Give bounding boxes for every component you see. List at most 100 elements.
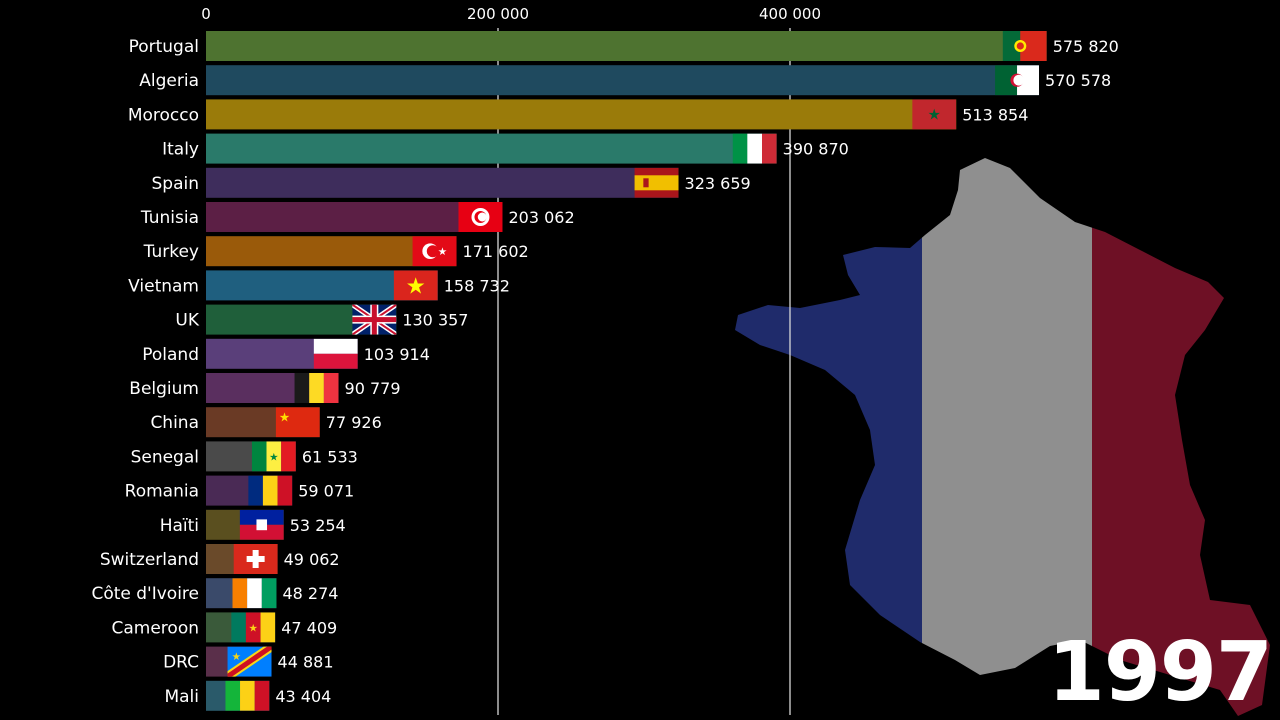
bar-category-label: Portugal <box>129 37 199 57</box>
svg-text:★: ★ <box>269 451 278 463</box>
flag-morocco-icon: ★ <box>912 99 957 130</box>
bar-row: Romania 59 071 <box>125 475 354 506</box>
bar-category-label: Mali <box>164 687 199 707</box>
svg-text:★: ★ <box>928 105 941 123</box>
bar-row: Switzerland 49 062 <box>100 544 340 574</box>
bar-row: UK 130 357 <box>175 304 468 335</box>
bar-value-label: 48 274 <box>282 584 338 603</box>
bar-row: Morocco ★ 513 854 <box>128 99 1028 130</box>
bar-category-label: UK <box>175 311 199 331</box>
bar-row: Senegal ★ 61 533 <box>131 441 358 472</box>
bar-row: Turkey ★ 171 602 <box>143 236 529 267</box>
bar-value-label: 61 533 <box>302 447 358 466</box>
bar-row: Côte d'Ivoire 48 274 <box>91 578 338 609</box>
bar-category-label: Italy <box>162 140 199 160</box>
bar-row: DRC ★ 44 881 <box>163 646 334 677</box>
bar-category-label: Algeria <box>139 71 199 91</box>
bar <box>206 133 777 164</box>
bar-row: Vietnam ★ 158 732 <box>128 270 510 301</box>
bar-value-label: 44 881 <box>278 653 334 672</box>
svg-text:★: ★ <box>438 246 447 258</box>
bar <box>206 167 679 198</box>
bar <box>206 65 1040 96</box>
bar <box>206 31 1047 61</box>
flag-uk-icon <box>352 304 397 335</box>
bar-value-label: 575 820 <box>1053 37 1119 56</box>
svg-text:★: ★ <box>406 273 426 299</box>
flag-senegal-icon: ★ <box>251 441 296 472</box>
bar-row: Belgium 90 779 <box>129 373 401 403</box>
svg-text:★: ★ <box>232 651 241 663</box>
bar-value-label: 103 914 <box>364 345 430 364</box>
bar-value-label: 130 357 <box>402 311 468 330</box>
flag-drc-icon: ★ <box>227 646 272 677</box>
flag-cote-divoire-icon <box>232 578 277 609</box>
flag-belgium-icon <box>294 373 339 403</box>
flag-tunisia-icon <box>458 202 503 232</box>
bar-value-label: 49 062 <box>284 550 340 569</box>
bar-value-label: 90 779 <box>345 379 401 398</box>
svg-text:★: ★ <box>279 410 290 425</box>
bar-row: Mali 43 404 <box>164 680 331 711</box>
bar-row: Haïti 53 254 <box>160 509 346 540</box>
bar-category-label: DRC <box>163 653 199 673</box>
flag-switzerland-icon <box>233 544 278 574</box>
x-tick-label: 200 000 <box>467 5 529 23</box>
bar-row: China ★ 77 926 <box>150 407 382 438</box>
grid-lines <box>497 28 791 715</box>
bar-value-label: 158 732 <box>444 276 510 295</box>
bar-category-label: Belgium <box>129 379 199 399</box>
bar-value-label: 203 062 <box>508 208 574 227</box>
x-tick-label: 0 <box>201 5 211 23</box>
bar-row: Algeria 570 578 <box>139 65 1111 96</box>
bar-row: Poland 103 914 <box>142 338 430 369</box>
bar-category-label: Romania <box>125 482 199 502</box>
svg-text:★: ★ <box>249 622 258 634</box>
bar-value-label: 570 578 <box>1045 71 1111 90</box>
bar-row: Tunisia 203 062 <box>140 202 575 232</box>
flag-turkey-icon: ★ <box>412 236 457 267</box>
flag-poland-icon <box>313 338 358 369</box>
bar-category-label: Switzerland <box>100 550 199 570</box>
bar-value-label: 513 854 <box>962 105 1028 124</box>
flag-china-icon: ★ <box>275 407 320 438</box>
bar-value-label: 77 926 <box>326 413 382 432</box>
bar-category-label: Spain <box>152 174 200 194</box>
bar-row: Spain 323 659 <box>152 167 751 198</box>
bar-value-label: 53 254 <box>290 516 346 535</box>
bar-category-label: China <box>150 413 199 433</box>
bar-row: Portugal 575 820 <box>129 31 1119 61</box>
bar-category-label: Haïti <box>160 516 199 536</box>
flag-vietnam-icon: ★ <box>393 270 438 301</box>
bar-value-label: 59 071 <box>298 482 354 501</box>
bar <box>206 202 503 232</box>
x-tick-label: 400 000 <box>759 5 821 23</box>
bar-category-label: Morocco <box>128 105 199 125</box>
flag-spain-icon <box>634 167 679 198</box>
bar-category-label: Poland <box>142 345 199 365</box>
flag-italy-icon <box>732 133 777 164</box>
bar-category-label: Tunisia <box>140 208 199 228</box>
bar-category-label: Turkey <box>143 242 199 262</box>
flag-mali-icon <box>225 680 270 711</box>
flag-romania-icon <box>248 475 293 506</box>
bar-value-label: 43 404 <box>275 687 331 706</box>
bar-row: Cameroon ★ 47 409 <box>112 612 337 643</box>
bar-category-label: Cameroon <box>112 618 200 638</box>
bar-category-label: Côte d'Ivoire <box>91 584 199 604</box>
x-axis-ticks: 0 200 000 400 000 <box>201 5 821 23</box>
flag-haiti-icon <box>239 509 284 540</box>
flag-cameroon-icon: ★ <box>231 612 276 643</box>
bar <box>206 99 957 130</box>
bar-value-label: 47 409 <box>281 618 337 637</box>
flag-algeria-icon <box>995 65 1040 96</box>
bar-value-label: 390 870 <box>783 140 849 159</box>
bar-value-label: 323 659 <box>685 174 751 193</box>
bar-row: Italy 390 870 <box>162 133 849 164</box>
year-label: 1997 <box>1047 625 1273 720</box>
flag-portugal-icon <box>1002 31 1047 61</box>
bar-value-label: 171 602 <box>463 242 529 261</box>
bar-category-label: Senegal <box>131 447 199 467</box>
bar-category-label: Vietnam <box>128 276 199 296</box>
